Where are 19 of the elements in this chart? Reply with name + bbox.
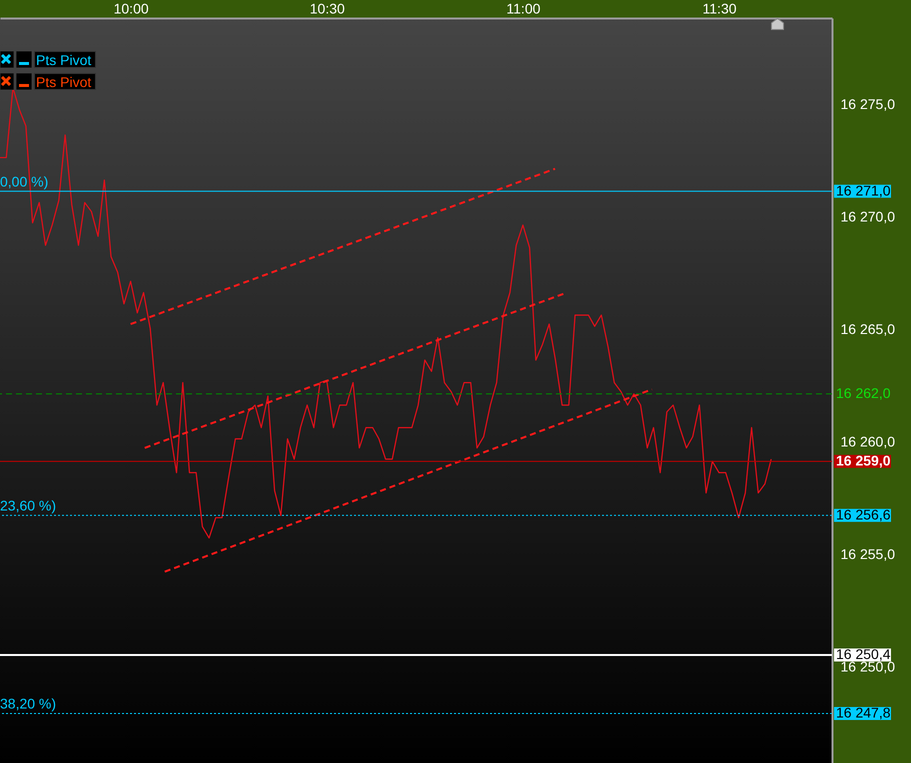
ref-line-label: 16 259,0: [836, 452, 891, 468]
annotation: Pts Pivot: [34, 51, 96, 68]
x-tick-label: 10:00: [114, 0, 149, 16]
ref-line-label: 16 247,8: [836, 704, 891, 720]
ref-line-label: 16 262,0: [836, 384, 891, 401]
annotation: 38,20 %): [0, 695, 56, 712]
ref-line-label: 16 256,6: [836, 506, 891, 522]
x-tick-label: 10:30: [310, 0, 345, 16]
annotation: 23,60 %): [0, 497, 56, 514]
annotation: 0,00 %): [0, 173, 48, 190]
y-tick-label: 16 265,0: [840, 320, 896, 337]
y-tick-label: 16 270,0: [840, 208, 896, 224]
ref-line-label: 16 271,0: [836, 182, 891, 198]
x-tick-label: 11:00: [506, 0, 541, 16]
x-tick-label: 11:30: [702, 0, 737, 16]
y-tick-label: 16 255,0: [840, 546, 896, 562]
y-tick-label: 16 275,0: [840, 96, 896, 112]
annotation: Pts Pivot: [34, 73, 96, 90]
y-tick-label: 16 260,0: [840, 433, 896, 450]
